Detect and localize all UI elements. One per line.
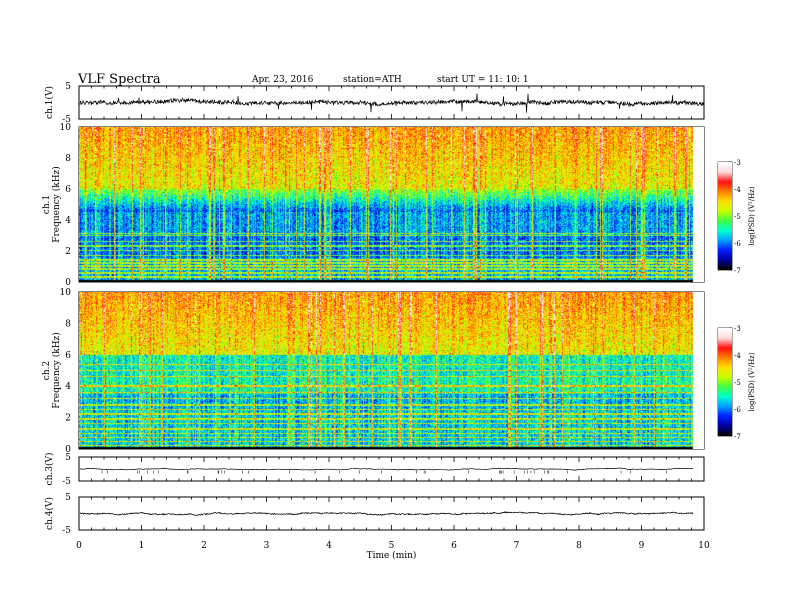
ch1-waveform-trace bbox=[79, 93, 705, 113]
y-axis-label-frequency-1: Frequency (kHz) bbox=[51, 166, 62, 243]
y-tick-label: 2 bbox=[65, 414, 71, 424]
colorbar-tick-label: -5 bbox=[734, 213, 741, 221]
colorbar-tick-label: -3 bbox=[734, 325, 741, 333]
y-axis-label-frequency-2: Frequency (kHz) bbox=[51, 332, 62, 409]
x-tick-label: 2 bbox=[201, 541, 207, 551]
ch2-colorbar-image bbox=[718, 328, 732, 436]
x-tick-label: 0 bbox=[76, 541, 82, 551]
x-tick-label: 5 bbox=[389, 541, 395, 551]
y-axis-label-1: ch.1(V) bbox=[44, 86, 55, 119]
figure-title: VLF Spectra bbox=[78, 72, 161, 87]
x-tick-label: 9 bbox=[639, 541, 645, 551]
y-tick-label: 5 bbox=[65, 453, 71, 463]
colorbar-tick-label: -5 bbox=[734, 379, 741, 387]
x-axis-label: Time (min) bbox=[367, 550, 417, 561]
y-axis-label-channel-1: ch.1 bbox=[42, 195, 52, 214]
y-tick-label: 2 bbox=[65, 247, 71, 257]
y-tick-label: 10 bbox=[60, 288, 72, 298]
ch1-colorbar-image bbox=[718, 162, 732, 270]
x-tick-label: 6 bbox=[451, 541, 457, 551]
colorbar-tick-label: -7 bbox=[734, 433, 741, 441]
y-tick-label: 0 bbox=[65, 445, 71, 455]
colorbar-tick-label: -6 bbox=[734, 240, 741, 248]
y-tick-label: 6 bbox=[65, 351, 71, 361]
x-tick-label: 7 bbox=[514, 541, 520, 551]
station-label: station=ATH bbox=[343, 75, 402, 85]
y-axis-label-5: ch.4(V) bbox=[44, 497, 55, 530]
start-ut-label: start UT = 11: 10: 1 bbox=[437, 75, 529, 85]
ch1-spectrogram-image bbox=[79, 127, 704, 282]
y-tick-label: 4 bbox=[65, 382, 71, 392]
colorbar-tick-label: -6 bbox=[734, 406, 741, 414]
y-tick-label: 0 bbox=[65, 278, 71, 288]
x-tick-label: 1 bbox=[139, 541, 145, 551]
ch2-spectrogram-image bbox=[79, 292, 704, 449]
colorbar-label: log(PSD) (V²/Hz) bbox=[748, 186, 756, 245]
colorbar-tick-label: -3 bbox=[734, 159, 741, 167]
colorbar-tick-label: -7 bbox=[734, 267, 741, 275]
y-tick-label: 4 bbox=[65, 216, 71, 226]
y-tick-label: -5 bbox=[62, 115, 71, 125]
y-tick-label: 10 bbox=[60, 123, 72, 133]
x-tick-label: 4 bbox=[326, 541, 332, 551]
y-tick-label: 5 bbox=[65, 493, 71, 503]
y-tick-label: 8 bbox=[65, 154, 71, 164]
ch4-waveform-trace bbox=[79, 511, 694, 516]
y-tick-label: -5 bbox=[62, 526, 71, 536]
x-tick-label: 8 bbox=[576, 541, 582, 551]
ch3-waveform-trace bbox=[80, 467, 694, 471]
colorbar-tick-label: -4 bbox=[734, 352, 741, 360]
y-tick-label: -5 bbox=[62, 477, 71, 487]
colorbar-label: log(PSD) (V²/Hz) bbox=[748, 352, 756, 411]
y-tick-label: 8 bbox=[65, 319, 71, 329]
y-tick-label: 5 bbox=[65, 82, 71, 92]
recording-date: Apr. 23, 2016 bbox=[252, 75, 314, 85]
colorbar-tick-label: -4 bbox=[734, 186, 741, 194]
y-axis-label-4: ch.3(V) bbox=[44, 453, 55, 486]
x-tick-label: 3 bbox=[264, 541, 270, 551]
y-axis-label-channel-2: ch.2 bbox=[42, 361, 52, 380]
y-tick-label: 6 bbox=[65, 185, 71, 195]
x-tick-label: 10 bbox=[698, 541, 710, 551]
